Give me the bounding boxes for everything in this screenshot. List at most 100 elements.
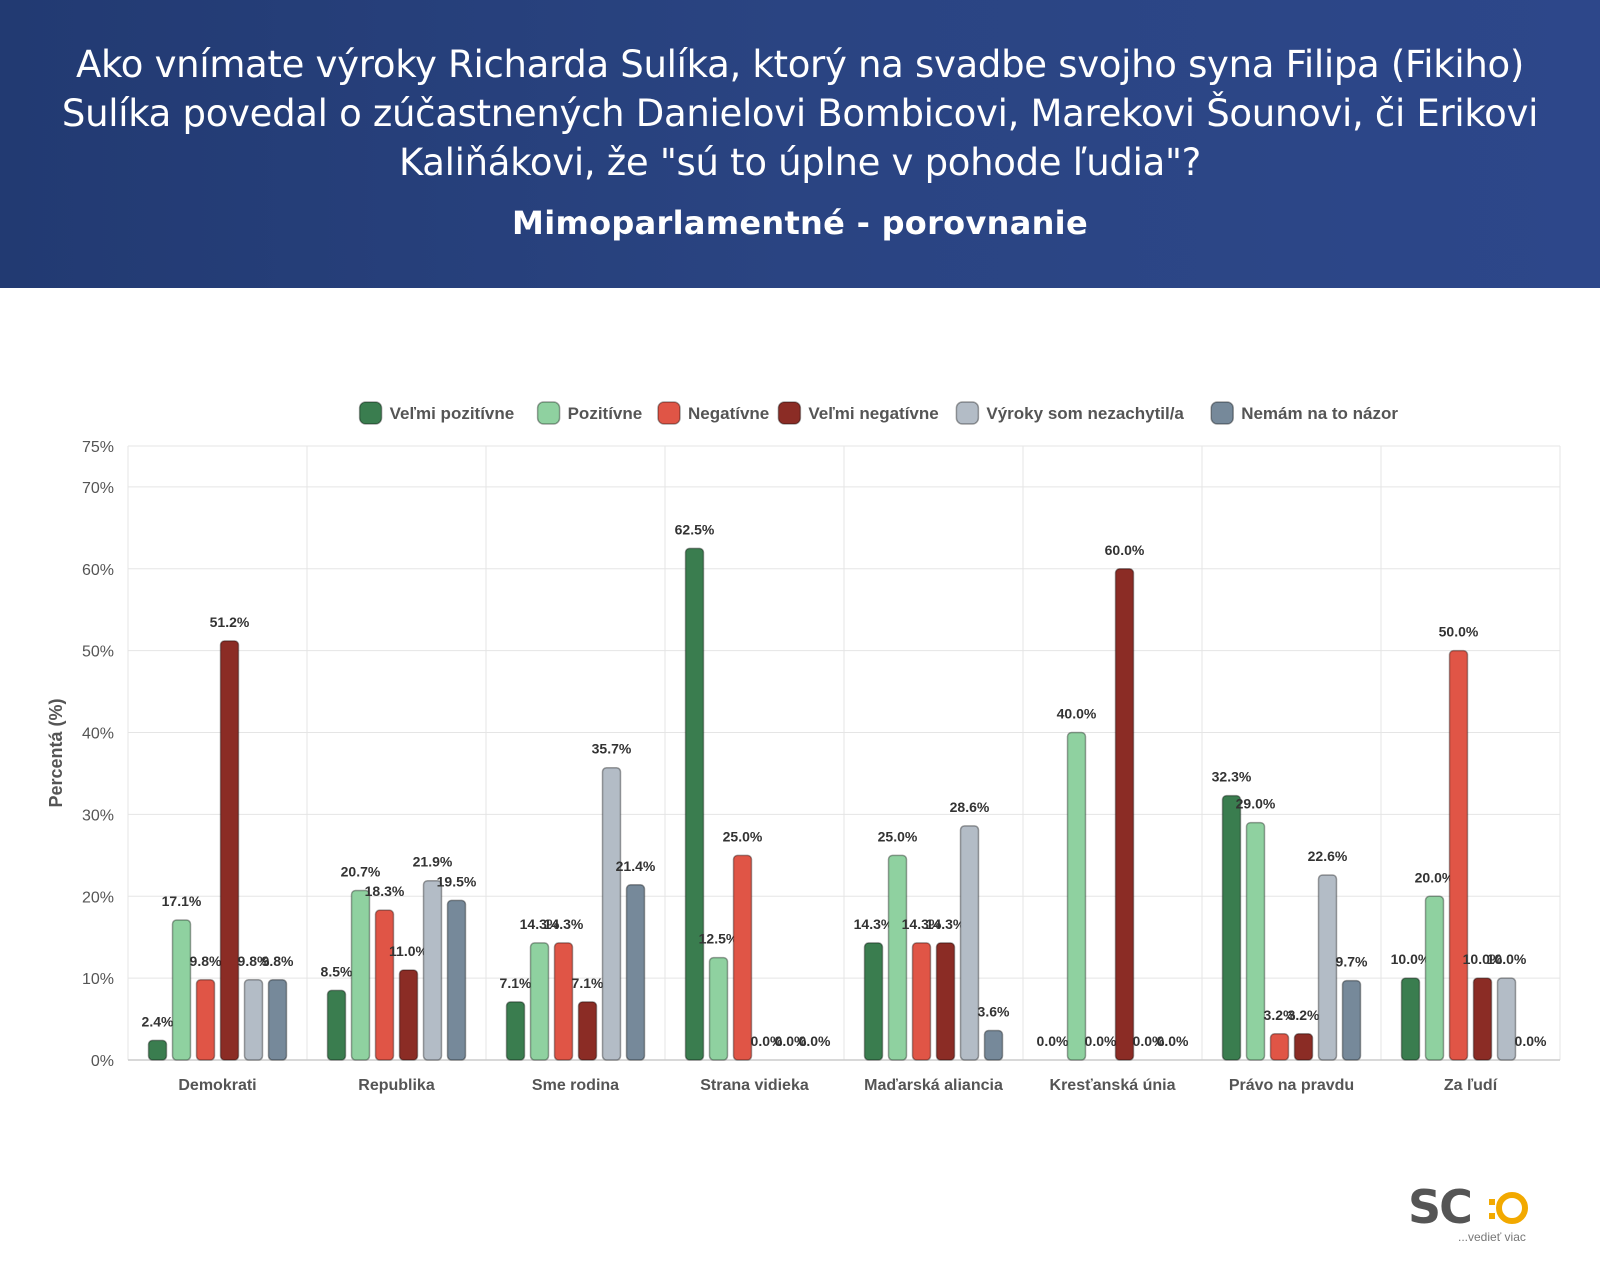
bar — [243, 979, 264, 1061]
bar — [983, 1029, 1004, 1061]
bar — [1293, 1033, 1314, 1061]
data-label: 10.0% — [1487, 951, 1527, 967]
bar — [219, 640, 240, 1061]
data-label: 9.8% — [190, 953, 222, 969]
y-tick-label: 40% — [82, 726, 114, 743]
data-label: 7.1% — [500, 975, 532, 991]
chart-question: Ako vnímate výroky Richarda Sulíka, ktor… — [61, 43, 1539, 184]
bar — [1496, 977, 1517, 1061]
bar — [708, 956, 729, 1061]
bar — [398, 969, 419, 1061]
data-label: 62.5% — [675, 521, 715, 537]
legend-label: Veľmi pozitívne — [390, 404, 515, 423]
bar — [1448, 649, 1469, 1061]
x-tick-label: Demokrati — [178, 1077, 256, 1094]
data-label: 35.7% — [592, 741, 632, 757]
data-label: 19.5% — [437, 873, 477, 889]
y-tick-label: 75% — [82, 439, 114, 456]
legend-label: Veľmi negatívne — [808, 404, 938, 423]
data-label: 0.0% — [1037, 1033, 1069, 1049]
legend-swatch — [1210, 401, 1234, 425]
bar — [732, 854, 753, 1061]
legend-swatch — [955, 401, 980, 425]
data-label: 40.0% — [1057, 706, 1097, 722]
data-label: 50.0% — [1439, 624, 1479, 640]
data-label: 21.9% — [413, 854, 453, 870]
data-label: 60.0% — [1105, 542, 1145, 558]
bar — [959, 825, 980, 1061]
x-tick-label: Maďarská aliancia — [864, 1077, 1003, 1094]
bar — [1424, 895, 1445, 1061]
bar — [422, 879, 443, 1061]
bar — [1341, 979, 1362, 1061]
data-label: 0.0% — [775, 1033, 807, 1049]
data-label: 3.2% — [1288, 1007, 1320, 1023]
legend-label: Negatívne — [688, 404, 769, 423]
y-tick-label: 30% — [82, 807, 114, 824]
x-tick-label: Kresťanská únia — [1050, 1077, 1176, 1094]
bar — [553, 942, 574, 1061]
data-label: 25.0% — [878, 828, 918, 844]
data-label: 10.0% — [1463, 951, 1503, 967]
data-label: 2.4% — [142, 1013, 174, 1029]
bar — [911, 942, 932, 1061]
data-label: 32.3% — [1212, 769, 1252, 785]
legend-swatch — [536, 401, 561, 425]
data-label: 14.3% — [854, 916, 894, 932]
data-label: 0.0% — [751, 1033, 783, 1049]
y-tick-label: 10% — [82, 971, 114, 988]
bar — [171, 919, 192, 1061]
data-label: 11.0% — [389, 943, 428, 959]
data-label: 0.0% — [1085, 1033, 1117, 1049]
y-tick-label: 50% — [82, 644, 114, 661]
bar — [446, 899, 467, 1061]
data-label: 22.6% — [1308, 848, 1348, 864]
y-tick-label: 0% — [91, 1053, 114, 1070]
logo-tagline: ...vedieť viac — [1458, 1230, 1526, 1244]
bar — [1269, 1033, 1290, 1061]
bar — [1317, 874, 1338, 1061]
x-tick-label: Republika — [358, 1077, 435, 1094]
logo-mark-icon — [1489, 1192, 1528, 1224]
data-label: 9.8% — [262, 953, 294, 969]
data-label: 28.6% — [950, 799, 990, 815]
data-label: 20.7% — [341, 864, 381, 880]
grouped-bar-chart: 0% 10% 20% 30% 40% 50% 60% 70% 75% Percentá (%) De… — [46, 401, 1561, 1094]
bar — [625, 884, 646, 1061]
header-banner: Ako vnímate výroky Richarda Sulíka, ktor… — [0, 0, 1600, 288]
bar — [326, 989, 347, 1061]
data-label: 29.0% — [1236, 796, 1276, 812]
bar — [601, 766, 622, 1061]
bar — [350, 889, 371, 1061]
bar — [505, 1001, 526, 1061]
bar — [374, 909, 395, 1061]
legend-label: Výroky som nezachytil/a — [986, 404, 1184, 423]
data-label: 25.0% — [723, 828, 763, 844]
y-tick-label: 70% — [82, 480, 114, 497]
bar — [1221, 794, 1242, 1061]
bar — [577, 1001, 598, 1061]
data-label: 14.3% — [544, 916, 584, 932]
x-tick-label: Právo na pravdu — [1229, 1077, 1354, 1094]
y-tick-label: 60% — [82, 562, 114, 579]
data-label: 8.5% — [321, 963, 353, 979]
bar — [887, 854, 908, 1061]
data-label: 17.1% — [162, 893, 202, 909]
bar — [935, 942, 956, 1061]
x-tick-label: Strana vidieka — [700, 1077, 809, 1094]
data-label: 10.0% — [1391, 951, 1431, 967]
data-label: 9.7% — [1336, 954, 1368, 970]
sco-logo: SC ...vedieť viac — [1408, 1180, 1548, 1244]
bar — [1245, 821, 1266, 1061]
data-label: 3.6% — [978, 1004, 1010, 1020]
data-label: 14.3% — [926, 916, 966, 932]
bar — [1066, 731, 1087, 1061]
bar — [147, 1039, 168, 1061]
x-tick-label: Sme rodina — [532, 1077, 619, 1094]
data-label: 21.4% — [616, 858, 656, 874]
data-label: 0.0% — [1157, 1033, 1189, 1049]
chart-subtitle: Mimoparlamentné - porovnanie — [512, 204, 1088, 242]
legend-swatch — [777, 401, 802, 425]
data-label: 14.3% — [520, 916, 560, 932]
bar — [1400, 977, 1421, 1061]
